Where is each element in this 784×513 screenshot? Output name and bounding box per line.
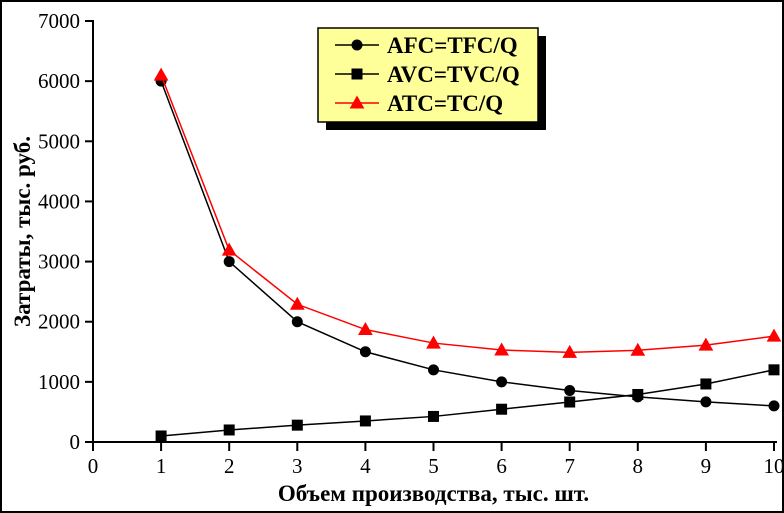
data-point-marker [768,364,780,376]
x-axis-title: Объем производства, тыс. шт. [278,481,589,506]
y-tick-label: 4000 [38,189,80,213]
x-tick-label: 4 [360,454,371,478]
x-tick-label: 9 [701,454,712,478]
legend-label: AVC=TVC/Q [387,62,520,87]
data-point-marker [291,316,303,328]
data-point-marker [289,296,305,310]
legend-item: AFC=TFC/Q [335,33,518,58]
series-line [160,74,775,354]
data-point-marker [698,337,714,351]
data-point-marker [291,419,303,431]
data-point-marker [700,378,712,390]
data-point-marker [562,344,578,358]
legend-marker-circle [351,39,363,51]
y-tick-label: 3000 [38,250,80,274]
data-point-marker [153,67,169,81]
legend-marker-square [351,68,363,80]
x-tick-label: 5 [428,454,439,478]
series-line [160,80,775,407]
x-tick-label: 1 [156,454,167,478]
data-point-marker [223,256,235,268]
legend-marker-triangle [349,95,365,109]
legend-label: AFC=TFC/Q [387,33,518,58]
legend-item: AVC=TVC/Q [335,62,520,87]
y-tick-label: 5000 [38,129,80,153]
series-line [161,369,775,437]
data-point-marker [494,342,509,356]
x-tick-label: 2 [224,454,235,478]
data-point-marker [700,396,712,408]
data-point-marker [426,335,441,349]
x-tick-label: 6 [496,454,507,478]
x-tick-label: 7 [564,454,575,478]
data-point-marker [359,346,371,358]
data-point-marker [221,242,237,256]
data-point-marker [768,400,780,412]
data-point-marker [496,376,508,388]
series-atc [153,67,782,358]
x-tick-label: 8 [633,454,644,478]
legend-item: ATC=TC/Q [335,91,503,116]
data-point-marker [632,388,644,400]
data-point-marker [630,342,646,356]
data-point-marker [496,403,508,415]
y-axis-title: Затраты, тыс. руб. [10,136,35,327]
y-tick-label: 7000 [38,9,80,33]
legend: AFC=TFC/Q AVC=TVC/Q ATC=TC/Q [317,27,546,130]
x-tick-label: 3 [292,454,303,478]
series-avc [155,364,780,442]
data-point-marker [358,322,373,336]
y-tick-label: 1000 [38,370,80,394]
data-point-marker [428,410,439,422]
x-tick-label: 10 [764,454,784,478]
data-point-marker [155,430,167,442]
data-point-marker [564,396,576,408]
y-tick-label: 0 [70,430,81,454]
data-point-marker [564,384,576,396]
data-point-marker [223,424,235,436]
y-tick-label: 2000 [38,310,80,334]
data-point-marker [766,328,782,342]
legend-label: ATC=TC/Q [387,91,503,116]
y-tick-label: 6000 [38,69,80,93]
x-tick-label: 0 [88,454,99,478]
data-point-marker [359,415,371,427]
data-point-marker [428,364,439,376]
